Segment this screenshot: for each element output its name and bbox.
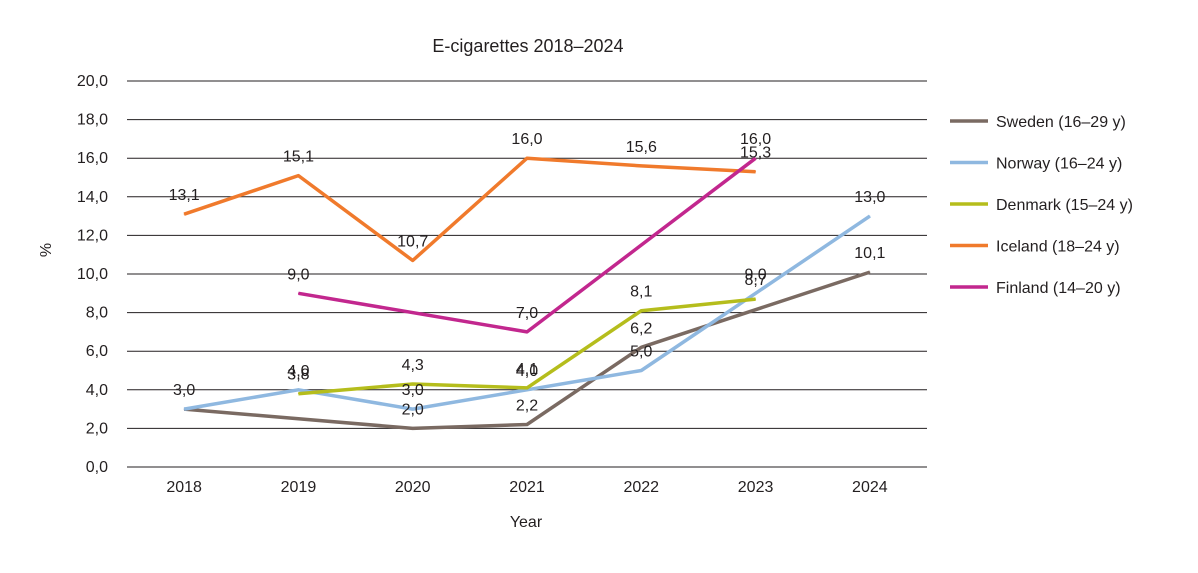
- legend-entry: Denmark (15–24 y): [996, 197, 1133, 214]
- x-axis-label: Year: [510, 514, 543, 531]
- series-line: [183, 156, 756, 263]
- data-point: [526, 331, 528, 333]
- data-point: [640, 346, 642, 348]
- data-label: 2,0: [402, 401, 424, 418]
- legend-entry: Finland (14–20 y): [996, 280, 1121, 297]
- data-label: 15,6: [626, 139, 657, 156]
- data-label: 16,0: [511, 131, 542, 148]
- data-point: [412, 427, 414, 429]
- y-tick-label: 2,0: [86, 420, 108, 437]
- legend-entry: Sweden (16–29 y): [996, 114, 1126, 131]
- x-tick-label: 2020: [395, 479, 431, 496]
- data-point: [297, 292, 299, 294]
- x-tick-label: 2019: [281, 479, 317, 496]
- data-label: 9,0: [287, 266, 309, 283]
- data-label: 8,1: [630, 284, 652, 301]
- x-tick-label: 2023: [738, 479, 774, 496]
- data-point: [526, 157, 528, 159]
- data-label: 7,0: [516, 305, 538, 322]
- x-tick-label: 2018: [166, 479, 202, 496]
- data-label: 4,0: [287, 363, 309, 380]
- data-point: [412, 383, 414, 385]
- data-label: 3,8: [287, 367, 309, 384]
- x-tick-label: 2022: [623, 479, 659, 496]
- data-point: [297, 389, 299, 391]
- data-point: [869, 271, 871, 273]
- y-tick-label: 12,0: [77, 227, 108, 244]
- data-point: [755, 171, 757, 173]
- data-point: [183, 213, 185, 215]
- y-axis-ticks: 0,0 2,0 4,0 6,0 8,0 10,0 12,0 14,0 16,0 18,0 20,0: [77, 73, 108, 476]
- data-point: [755, 298, 757, 300]
- y-tick-label: 10,0: [77, 266, 108, 283]
- data-label: 10,7: [397, 233, 428, 250]
- legend: Sweden (16–29 y) Norway (16–24 y) Denmark …: [950, 114, 1133, 297]
- x-axis-ticks: 2018 2019 2020 2021 2022 2023 2024: [166, 479, 887, 496]
- data-label: 3,0: [402, 382, 424, 399]
- y-tick-label: 14,0: [77, 189, 108, 206]
- data-label: 13,1: [169, 187, 200, 204]
- data-point: [526, 387, 528, 389]
- data-point: [183, 408, 185, 410]
- data-label: 4,0: [516, 363, 538, 380]
- data-labels: 3,0 2,0 2,2 6,2 10,1 4,0 3,0 4,0 5,0 9,0 13,0 3,8 4,…: [169, 131, 886, 418]
- data-label: 9,0: [744, 266, 766, 283]
- data-point: [640, 370, 642, 371]
- y-tick-label: 4,0: [86, 382, 108, 399]
- data-point: [412, 259, 414, 261]
- y-tick-label: 16,0: [77, 150, 108, 167]
- data-label: 10,1: [854, 245, 885, 262]
- legend-entry: Iceland (18–24 y): [996, 239, 1120, 256]
- y-tick-label: 18,0: [77, 112, 108, 129]
- data-label: 15,3: [740, 145, 771, 162]
- data-point: [640, 310, 642, 312]
- y-tick-label: 0,0: [86, 459, 108, 476]
- data-point: [297, 393, 299, 395]
- data-point: [412, 408, 414, 410]
- x-tick-label: 2024: [852, 479, 888, 496]
- y-tick-label: 20,0: [77, 73, 108, 90]
- y-tick-label: 8,0: [86, 305, 108, 322]
- data-point: [526, 424, 528, 426]
- y-axis-label: %: [38, 243, 55, 257]
- data-label: 5,0: [630, 344, 652, 361]
- chart-title: E-cigarettes 2018–2024: [432, 36, 623, 56]
- data-point: [755, 157, 757, 159]
- data-point: [755, 292, 757, 294]
- data-point: [869, 215, 871, 217]
- data-label: 16,0: [740, 131, 771, 148]
- data-label: 4,1: [516, 361, 538, 378]
- legend-entry: Norway (16–24 y): [996, 156, 1122, 173]
- data-point: [297, 175, 299, 177]
- series-lines: [183, 156, 871, 431]
- data-label: 6,2: [630, 320, 652, 337]
- data-label: 4,3: [402, 357, 424, 374]
- data-label: 13,0: [854, 189, 885, 206]
- data-point: [640, 165, 642, 167]
- x-tick-label: 2021: [509, 479, 545, 496]
- data-label: 3,0: [173, 382, 195, 399]
- data-label: 15,1: [283, 149, 314, 166]
- y-tick-label: 6,0: [86, 343, 108, 360]
- data-label: 2,2: [516, 398, 538, 415]
- data-label: 8,7: [744, 272, 766, 289]
